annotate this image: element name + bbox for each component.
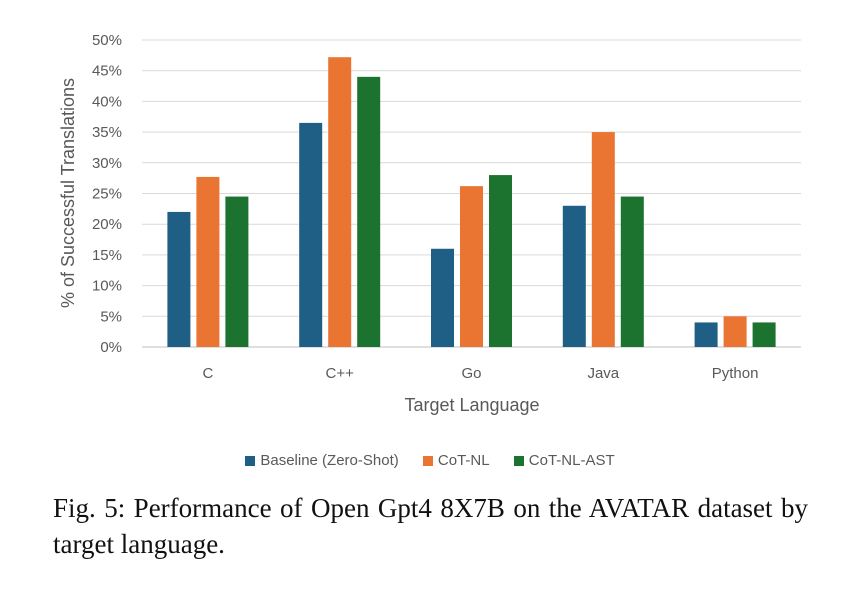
legend-item-baseline: Baseline (Zero-Shot) <box>245 452 399 469</box>
legend-label: CoT-NL-AST <box>528 452 615 469</box>
x-tick-label: C <box>202 365 213 382</box>
bar-python-series-2 <box>723 316 747 347</box>
bars <box>167 57 776 347</box>
x-tick-labels: C C++ Go Java Python <box>202 365 758 382</box>
x-tick-label: Go <box>461 365 481 382</box>
bar-go-series-1 <box>431 248 454 347</box>
legend-label: Baseline (Zero-Shot) <box>260 452 399 469</box>
figure-caption: Fig. 5: Performance of Open Gpt4 8X7B on… <box>53 493 808 559</box>
y-tick-label: 50% <box>92 32 122 49</box>
legend-item-cot-nl: CoT-NL <box>422 452 490 469</box>
y-tick-label: 20% <box>92 216 122 233</box>
bar-chart: 0% 5% 10% 15% 20% 25% 30% 35% 40% 45% 50% C C++ Go Ja… <box>58 32 801 415</box>
y-tick-label: 25% <box>92 186 122 203</box>
y-axis-label: % of Successful Translations <box>58 78 78 308</box>
bar-java-series-2 <box>591 132 615 347</box>
y-tick-label: 45% <box>92 63 122 80</box>
legend: Baseline (Zero-Shot) CoT-NL CoT-NL-AST <box>0 452 860 470</box>
bar-go-series-2 <box>460 186 483 347</box>
legend-swatch <box>245 455 256 466</box>
y-tick-label: 0% <box>100 339 122 356</box>
x-axis-label: Target Language <box>404 395 539 415</box>
legend-swatch <box>513 455 524 466</box>
bar-java-series-3 <box>620 196 644 347</box>
legend-swatch <box>422 455 433 466</box>
bar-python-series-1 <box>694 322 718 347</box>
x-tick-label: Java <box>587 365 619 382</box>
bar-java-series-1 <box>562 205 586 347</box>
legend-item-cot-nl-ast: CoT-NL-AST <box>513 452 615 469</box>
bar-c-series-2 <box>196 176 220 347</box>
bar-cpp-series-2 <box>328 57 352 347</box>
y-tick-label: 30% <box>92 155 122 172</box>
x-tick-label: Python <box>712 365 759 382</box>
y-tick-label: 10% <box>92 278 122 295</box>
bar-c-series-1 <box>167 211 191 347</box>
x-tick-label: C++ <box>326 365 355 382</box>
legend-label: CoT-NL <box>437 452 490 469</box>
bar-cpp-series-1 <box>299 122 323 347</box>
bar-c-series-3 <box>225 196 249 347</box>
y-tick-labels: 0% 5% 10% 15% 20% 25% 30% 35% 40% 45% 50% <box>92 32 122 356</box>
bar-go-series-3 <box>489 175 512 347</box>
y-tick-label: 40% <box>92 93 122 110</box>
y-tick-label: 15% <box>92 247 122 264</box>
bar-cpp-series-3 <box>357 76 381 347</box>
y-tick-label: 5% <box>100 308 122 325</box>
y-tick-label: 35% <box>92 124 122 141</box>
bar-python-series-3 <box>752 322 776 347</box>
